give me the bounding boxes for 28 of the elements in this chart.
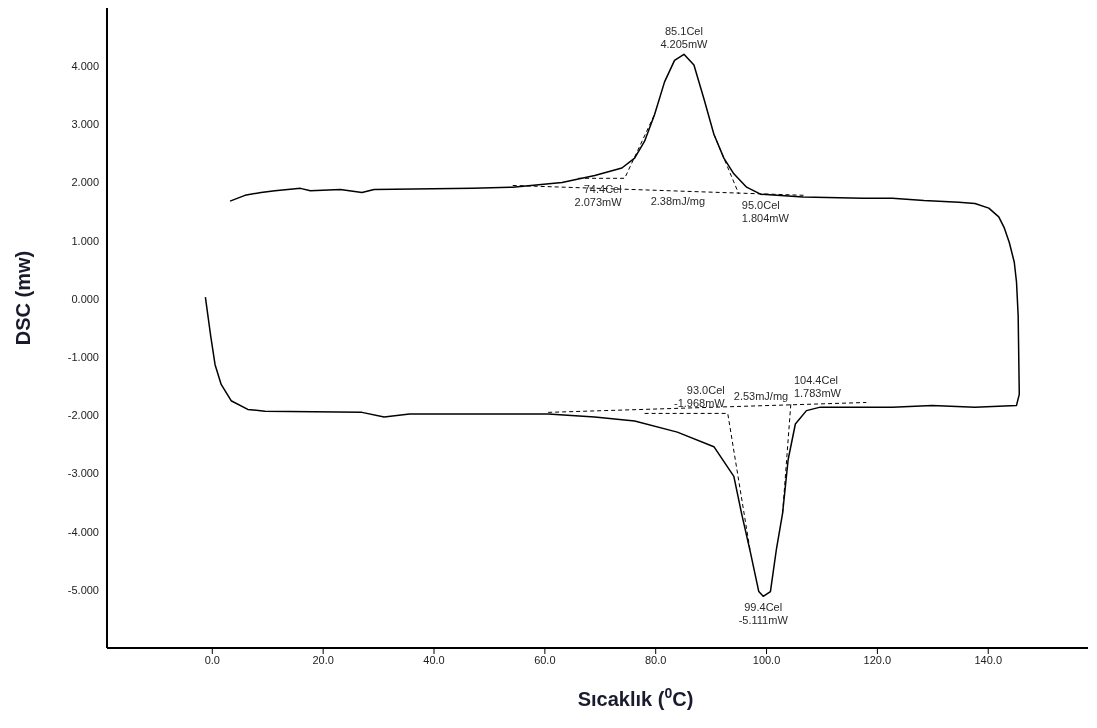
- x-axis-title: Sıcaklık ($^{0}$C): [577, 685, 694, 710]
- annotation: 74.4Cel 2.073mW: [574, 183, 623, 209]
- annotation: 95.0Cel 1.804mW: [741, 198, 790, 224]
- y-tick-label: 4.000: [71, 60, 99, 73]
- annotation: 2.53mJ/mg: [733, 389, 789, 402]
- x-tick-label: 140.0: [974, 653, 1002, 666]
- y-tick-label: 1.000: [71, 234, 99, 247]
- y-tick-label: -5.000: [67, 583, 99, 596]
- annotation: 2.38mJ/mg: [650, 194, 706, 207]
- y-tick-label: 3.000: [71, 118, 99, 131]
- y-tick-label: -3.000: [67, 467, 99, 480]
- x-tick-label: 120.0: [863, 653, 892, 666]
- annotation: 85.1Cel 4.205mW: [660, 25, 709, 51]
- x-tick-label: 80.0: [644, 653, 667, 666]
- x-tick-label: 100.0: [752, 653, 781, 666]
- y-tick-label: -2.000: [67, 409, 99, 422]
- x-tick-label: 60.0: [534, 653, 556, 666]
- y-tick-label: -4.000: [67, 525, 99, 538]
- x-tick-label: 40.0: [423, 653, 445, 666]
- x-tick-label: 0.0: [204, 653, 220, 666]
- annotation: 93.0Cel -1.968mW: [674, 384, 726, 410]
- x-tick-label: 20.0: [312, 653, 334, 666]
- y-tick-label: -1.000: [67, 351, 99, 363]
- annotation: 99.4Cel -5.111mW: [738, 601, 789, 627]
- y-axis-title: DSC (mw): [12, 250, 34, 346]
- y-tick-label: 2.000: [71, 176, 99, 189]
- annotation: 104.4Cel 1.783mW: [793, 373, 842, 399]
- y-tick-label: 0.000: [71, 292, 99, 305]
